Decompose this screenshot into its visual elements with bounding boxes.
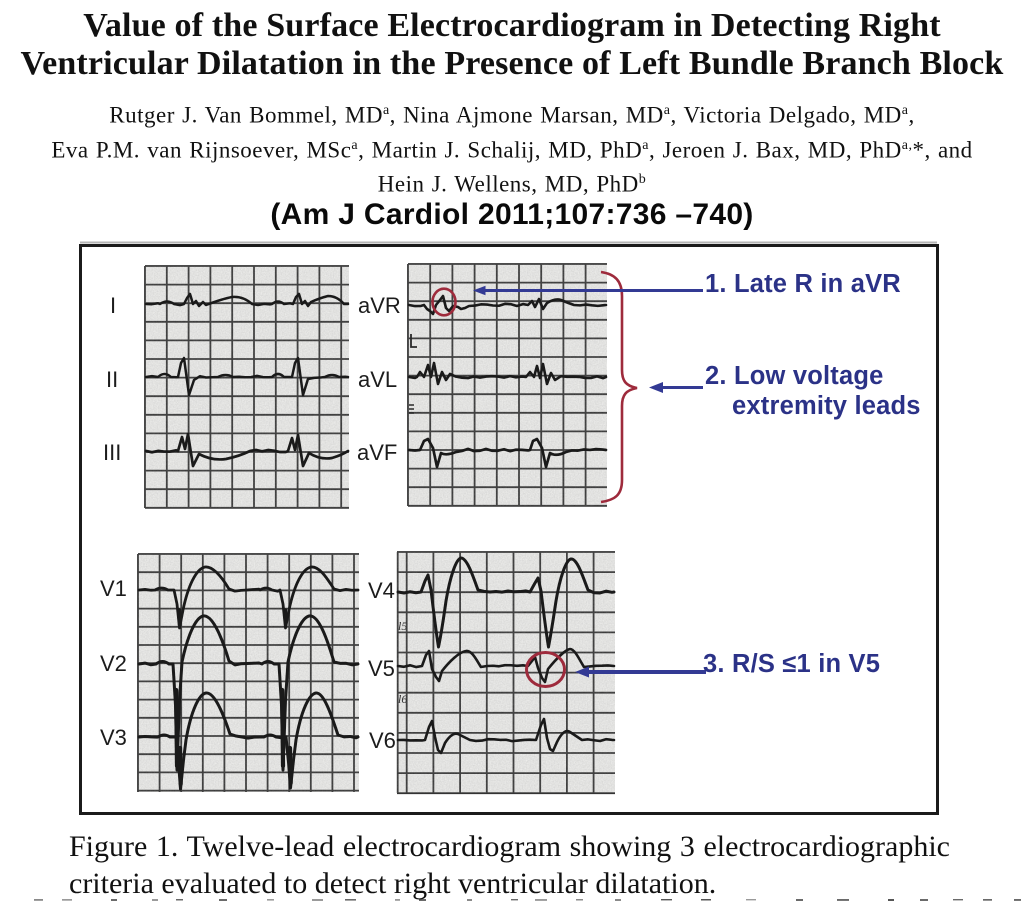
svg-text:V6: V6 bbox=[369, 728, 396, 753]
svg-text:V5: V5 bbox=[368, 656, 395, 681]
svg-text:I: I bbox=[110, 293, 116, 318]
svg-text:l6: l6 bbox=[398, 692, 407, 706]
svg-text:aVR: aVR bbox=[358, 293, 401, 318]
svg-text:V2: V2 bbox=[100, 651, 127, 676]
svg-text:II: II bbox=[106, 367, 118, 392]
svg-text:V4: V4 bbox=[368, 578, 395, 603]
svg-text:aVL: aVL bbox=[358, 367, 397, 392]
svg-text:V3: V3 bbox=[100, 725, 127, 750]
svg-text:V1: V1 bbox=[100, 576, 127, 601]
svg-text:aVF: aVF bbox=[357, 440, 397, 465]
svg-text:l5: l5 bbox=[398, 619, 407, 633]
svg-text:III: III bbox=[103, 440, 121, 465]
